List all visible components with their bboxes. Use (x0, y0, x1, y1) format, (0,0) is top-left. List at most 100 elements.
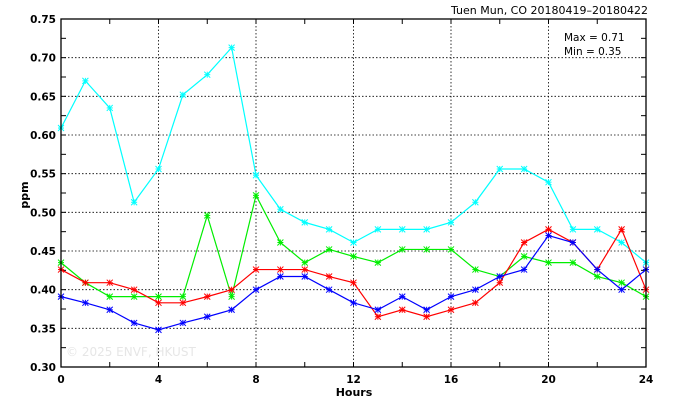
data-point-marker (593, 225, 601, 233)
data-point-marker (520, 266, 528, 273)
data-point-marker (496, 279, 504, 287)
data-point-marker (155, 326, 162, 334)
max-annotation: Max = 0.71 (564, 32, 625, 44)
data-point-marker (106, 279, 114, 287)
data-point-marker (203, 313, 211, 321)
data-point-marker (496, 165, 504, 173)
data-point-marker (252, 191, 260, 199)
chart-title: Tuen Mun, CO 20180419–20180422 (450, 4, 648, 17)
data-point-marker (447, 219, 455, 226)
data-point-marker (472, 266, 479, 273)
data-point-marker (203, 71, 211, 79)
data-point-marker (301, 266, 309, 273)
data-point-marker (155, 299, 162, 307)
data-point-marker (423, 246, 430, 253)
data-point-marker (252, 266, 260, 273)
data-point-marker (520, 239, 528, 246)
data-point-marker (374, 225, 382, 233)
data-point-marker (155, 293, 162, 300)
data-point-marker (618, 286, 625, 294)
data-point-marker (350, 299, 357, 307)
x-tick-label: 0 (57, 374, 64, 386)
data-point-marker (325, 225, 333, 233)
data-point-marker (82, 279, 89, 287)
data-point-marker (374, 259, 382, 266)
y-tick-label: 0.40 (30, 285, 56, 297)
y-tick-label: 0.45 (30, 246, 56, 258)
data-point-marker (593, 273, 601, 280)
data-point-marker (325, 273, 333, 280)
data-point-marker (447, 293, 455, 300)
x-tick-label: 24 (639, 374, 654, 386)
watermark: © 2025 ENVF, HKUST (66, 345, 196, 359)
series-group (57, 44, 650, 334)
data-point-marker (228, 286, 235, 294)
data-point-marker (398, 306, 406, 314)
tick-labels: 0 4 8 12 16 20 24 0.30 0.35 0.40 0.45 0.50 0.55 0.60 0… (30, 14, 653, 386)
data-point-marker (301, 273, 309, 280)
data-point-marker (82, 299, 89, 307)
data-point-marker (423, 225, 430, 233)
data-point-marker (130, 198, 138, 206)
grid-lines (61, 19, 646, 367)
data-point-marker (130, 293, 138, 300)
x-axis-label: Hours (336, 386, 373, 399)
data-point-marker (447, 306, 455, 314)
data-point-marker (301, 219, 309, 226)
data-point-marker (545, 232, 552, 239)
data-point-marker (593, 266, 601, 273)
data-point-marker (472, 299, 479, 307)
data-point-marker (545, 225, 552, 233)
y-tick-label: 0.65 (30, 91, 56, 103)
y-tick-label: 0.55 (30, 169, 56, 181)
data-point-marker (618, 239, 625, 246)
data-point-marker (545, 259, 552, 266)
data-point-marker (472, 198, 479, 206)
data-point-marker (106, 293, 114, 300)
min-annotation: Min = 0.35 (564, 46, 621, 58)
x-tick-label: 4 (155, 374, 162, 386)
y-tick-label: 0.30 (30, 362, 56, 374)
y-tick-label: 0.75 (30, 14, 56, 26)
data-point-marker (496, 273, 504, 280)
y-axis-label: ppm (18, 181, 31, 208)
data-point-marker (130, 319, 138, 327)
x-tick-label: 16 (444, 374, 459, 386)
data-point-marker (398, 225, 406, 233)
data-point-marker (179, 319, 187, 327)
x-tick-label: 20 (541, 374, 556, 386)
data-point-marker (569, 225, 577, 233)
y-tick-label: 0.60 (30, 130, 56, 142)
data-point-marker (203, 212, 211, 219)
axis-ticks (60, 18, 647, 368)
data-point-marker (569, 239, 577, 246)
y-tick-label: 0.35 (30, 323, 56, 335)
data-point-marker (325, 286, 333, 294)
data-point-marker (325, 246, 333, 253)
data-point-marker (228, 44, 235, 51)
data-point-marker (106, 104, 114, 112)
data-point-marker (423, 313, 430, 321)
y-tick-label: 0.50 (30, 207, 56, 219)
data-point-marker (228, 293, 235, 300)
data-point-marker (277, 273, 284, 280)
data-point-marker (398, 293, 406, 300)
data-point-marker (398, 246, 406, 253)
data-point-marker (350, 279, 357, 287)
data-point-marker (447, 246, 455, 253)
data-point-marker (618, 279, 625, 287)
x-tick-label: 12 (346, 374, 361, 386)
data-point-marker (301, 259, 309, 266)
data-point-marker (350, 239, 357, 246)
data-point-marker (106, 306, 114, 314)
y-tick-label: 0.70 (30, 53, 56, 65)
data-point-marker (203, 293, 211, 300)
data-point-marker (472, 286, 479, 294)
data-point-marker (179, 299, 187, 307)
data-point-marker (228, 306, 235, 314)
data-point-marker (277, 205, 284, 213)
data-point-marker (82, 77, 89, 85)
data-point-marker (130, 286, 138, 294)
data-point-marker (520, 253, 528, 260)
